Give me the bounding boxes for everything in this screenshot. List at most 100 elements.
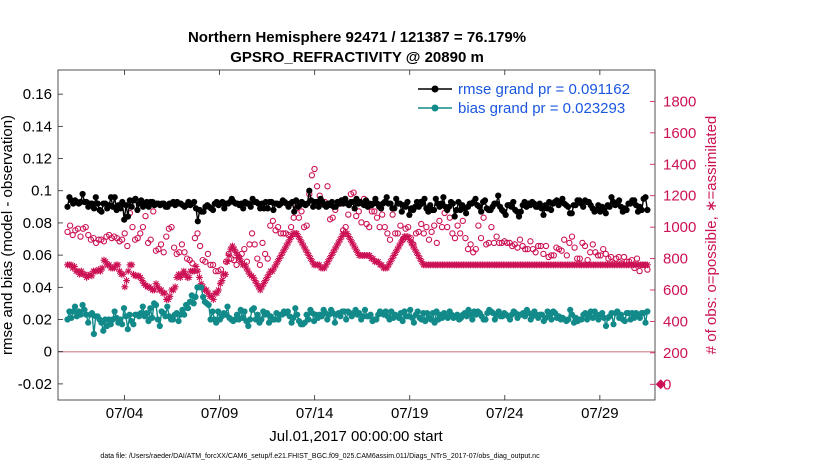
possible-point: [66, 222, 74, 229]
rmse-point: [481, 197, 489, 204]
assimilated-point: [237, 258, 245, 266]
possible-point: [129, 223, 136, 231]
possible-point: [472, 245, 479, 253]
possible-point: [589, 241, 596, 248]
bias-point: [100, 327, 107, 334]
rmse-point: [644, 206, 651, 214]
rmse-point: [391, 205, 398, 212]
possible-point: [189, 260, 196, 267]
assimilated-point: [208, 292, 216, 300]
possible-point: [405, 223, 412, 231]
possible-point: [142, 212, 149, 220]
possible-point: [170, 244, 178, 251]
possible-point: [550, 252, 557, 259]
assimilated-point: [161, 289, 169, 297]
bias-point: [164, 303, 171, 310]
rmse-point: [510, 198, 517, 206]
assimilated-point: [348, 239, 356, 247]
y-right-tick-label: 1400: [663, 156, 696, 173]
possible-point: [274, 223, 282, 231]
rmse-point: [440, 194, 447, 201]
y-right-axis-label: # of obs: o=possible, ∗=assimilated: [703, 116, 720, 355]
rmse-point: [64, 203, 71, 210]
assimilated-point: [378, 261, 386, 269]
assimilated-point: [308, 258, 316, 266]
rmse-point: [517, 208, 524, 215]
bias-point: [68, 314, 75, 321]
rmse-point: [351, 205, 358, 212]
bias-point: [407, 306, 414, 313]
rmse-point: [393, 195, 400, 202]
possible-point: [241, 245, 248, 253]
bias-point: [382, 308, 389, 315]
x-tick-label: 07/29: [581, 405, 619, 422]
assimilated-point: [251, 277, 259, 284]
assimilated-point: [102, 258, 110, 266]
legend-bias-label: bias grand pr = 0.023293: [458, 100, 625, 117]
assimilated-point: [164, 296, 172, 303]
possible-point: [467, 241, 474, 248]
assimilated-point: [286, 236, 294, 244]
possible-point: [308, 172, 316, 179]
possible-point: [493, 233, 500, 240]
y-left-tick-label: -0.02: [18, 376, 52, 393]
y-left-tick-label: 0.06: [23, 247, 52, 264]
bias-point: [224, 303, 231, 310]
assimilated-point: [71, 263, 78, 270]
bias-point: [70, 308, 77, 315]
possible-point: [444, 223, 451, 231]
y-left-tick-label: 0.12: [23, 151, 52, 168]
assimilated-point: [176, 274, 184, 281]
rmse-point: [404, 198, 411, 206]
rmse-point: [515, 213, 523, 220]
bias-point: [399, 318, 406, 325]
rmse-point: [502, 211, 509, 218]
rmse-point: [132, 195, 139, 202]
y-left-tick-label: 0.14: [23, 118, 52, 135]
bias-point: [610, 321, 617, 328]
rmse-point: [568, 210, 575, 217]
possible-point: [454, 222, 461, 229]
assimilated-point: [350, 242, 358, 250]
assimilated-point: [343, 230, 351, 237]
assimilated-point: [393, 245, 401, 253]
possible-point: [196, 242, 204, 250]
rmse-point: [200, 208, 207, 215]
rmse-point: [310, 203, 317, 210]
rmse-point: [548, 206, 555, 214]
possible-point: [350, 189, 357, 196]
bias-point: [331, 319, 338, 326]
possible-point: [566, 239, 573, 247]
rmse-point: [427, 202, 434, 209]
rmse-point: [580, 203, 587, 210]
rmse-point: [383, 194, 390, 201]
assimilated-point: [227, 245, 235, 253]
assimilated-point: [275, 255, 283, 262]
bias-point: [565, 316, 572, 323]
bias-point: [139, 303, 146, 310]
chart-title-line2: GPSRO_REFRACTIVITY @ 20890 m: [230, 49, 484, 66]
possible-point: [464, 245, 472, 253]
possible-point: [259, 239, 266, 247]
assimilated-point: [180, 267, 188, 275]
x-axis-label: Jul.01,2017 00:00:00 start: [269, 428, 443, 445]
possible-point: [532, 249, 539, 256]
assimilated-point: [234, 252, 242, 259]
assimilated-point: [81, 270, 89, 278]
possible-point: [77, 233, 84, 240]
assimilated-point: [305, 252, 313, 259]
assimilated-point: [67, 261, 75, 269]
assimilated-point: [296, 236, 304, 244]
assimilated-point: [166, 292, 174, 300]
possible-point: [261, 250, 269, 258]
assimilated-point: [242, 264, 250, 272]
possible-point: [207, 261, 214, 269]
assimilated-point: [260, 280, 268, 288]
rmse-point: [495, 192, 502, 199]
bias-point: [254, 311, 261, 318]
y-right-tick-label: 600: [663, 282, 688, 299]
possible-point: [202, 258, 209, 265]
bias-point: [156, 322, 163, 330]
possible-point: [248, 230, 256, 237]
possible-point: [217, 266, 225, 273]
